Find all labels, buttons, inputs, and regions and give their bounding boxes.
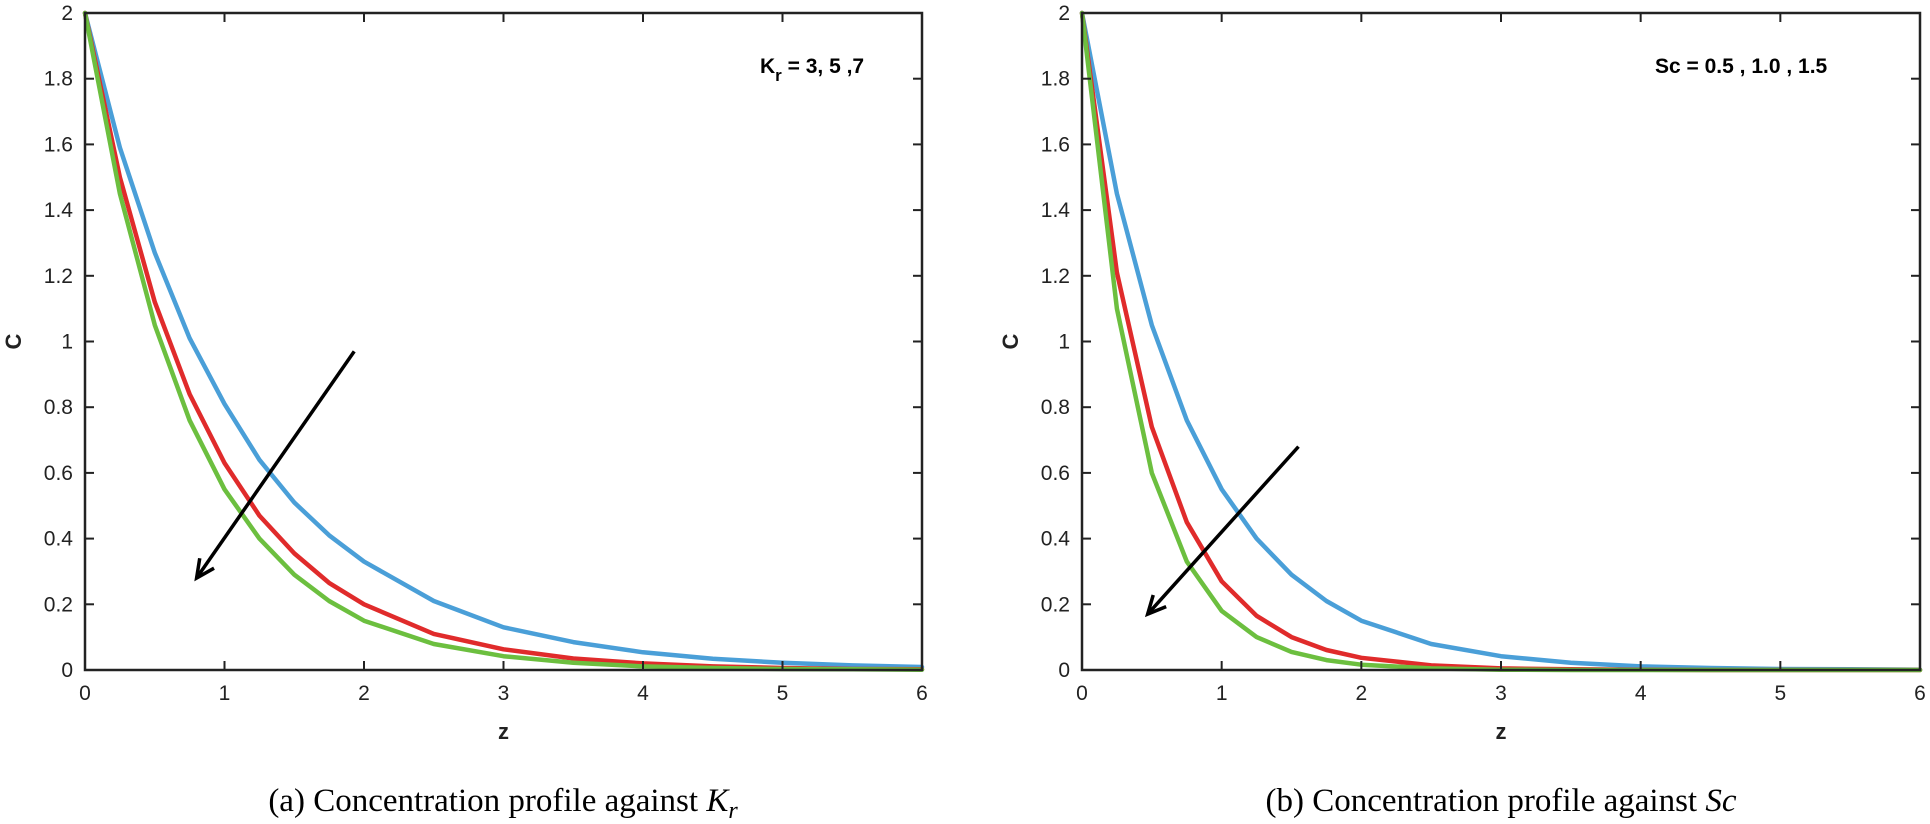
trend-arrow	[1144, 445, 1300, 618]
x-tick-label: 3	[498, 682, 510, 705]
x-tick-label: 0	[1076, 682, 1088, 705]
x-tick-label: 2	[358, 682, 370, 705]
panel-caption: (b) Concentration profile against Sc	[1265, 783, 1736, 819]
y-tick-label: 1	[61, 331, 73, 354]
y-axis-label: C	[998, 333, 1023, 349]
y-tick-label: 0	[1058, 659, 1070, 682]
y-tick-label: 0.4	[1041, 528, 1071, 551]
trend-arrow-head	[1144, 594, 1167, 618]
y-axis-label: C	[1, 333, 26, 349]
y-tick-label: 0.2	[1041, 593, 1070, 616]
x-tick-label: 1	[1216, 682, 1228, 705]
y-tick-label: 1.4	[44, 199, 74, 222]
series-line-2	[1079, 10, 1923, 673]
y-tick-label: 0.8	[44, 396, 73, 419]
x-axis-label: z	[1496, 719, 1507, 744]
parameter-annotation: Sc = 0.5 , 1.0 , 1.5	[1655, 55, 1828, 78]
y-tick-label: 1.2	[44, 265, 73, 288]
x-axis-label: z	[498, 719, 509, 744]
x-tick-label: 4	[1635, 682, 1647, 705]
x-tick-label: 0	[79, 682, 91, 705]
y-tick-label: 0	[61, 659, 73, 682]
x-tick-label: 4	[637, 682, 649, 705]
y-tick-label: 1.8	[44, 68, 73, 91]
y-tick-label: 2	[1058, 2, 1070, 25]
plot-frame	[1080, 11, 1922, 672]
y-tick-label: 1.2	[1041, 265, 1070, 288]
x-tick-label: 5	[1774, 682, 1786, 705]
series-line-3	[1079, 10, 1923, 673]
panel-b-chart: 0 1 2 3 4 5 6 0 0.2 0.4 0.6 0.8 1 1.2 1.4 1.6 1.8 2 z C Sc =…	[998, 2, 1926, 819]
y-tick-label: 0.2	[44, 593, 73, 616]
y-tick-label: 2	[61, 2, 73, 25]
trend-arrow-head	[194, 557, 215, 582]
series-line-1	[82, 10, 925, 670]
y-tick-label: 0.8	[1041, 396, 1070, 419]
y-tick-label: 1	[1058, 331, 1070, 354]
y-tick-label: 1.8	[1041, 68, 1070, 91]
series-line-1	[1079, 10, 1923, 672]
x-tick-label: 3	[1495, 682, 1507, 705]
x-tick-label: 6	[1914, 682, 1926, 705]
trend-arrow-shaft	[195, 350, 356, 580]
panel-a-chart: 0 1 2 3 4 5 6 0 0.2 0.4 0.6 0.8 1 1.2 1.4 1.6 1.8 2 z C Kr =…	[1, 2, 928, 824]
x-tick-label: 5	[777, 682, 789, 705]
trend-arrow	[194, 350, 356, 582]
parameter-annotation: Kr = 3, 5 ,7	[760, 55, 864, 85]
series-line-3	[82, 10, 925, 672]
x-tick-label: 6	[916, 682, 928, 705]
x-tick-label: 1	[219, 682, 231, 705]
y-tick-label: 0.6	[44, 462, 73, 485]
panel-caption: (a) Concentration profile against Kr	[268, 783, 738, 824]
trend-arrow-shaft	[1146, 445, 1300, 616]
y-tick-label: 1.6	[44, 133, 73, 156]
y-tick-label: 0.4	[44, 528, 74, 551]
y-tick-label: 0.6	[1041, 462, 1070, 485]
x-tick-label: 2	[1355, 682, 1367, 705]
y-tick-label: 1.6	[1041, 133, 1070, 156]
y-tick-label: 1.4	[1041, 199, 1071, 222]
